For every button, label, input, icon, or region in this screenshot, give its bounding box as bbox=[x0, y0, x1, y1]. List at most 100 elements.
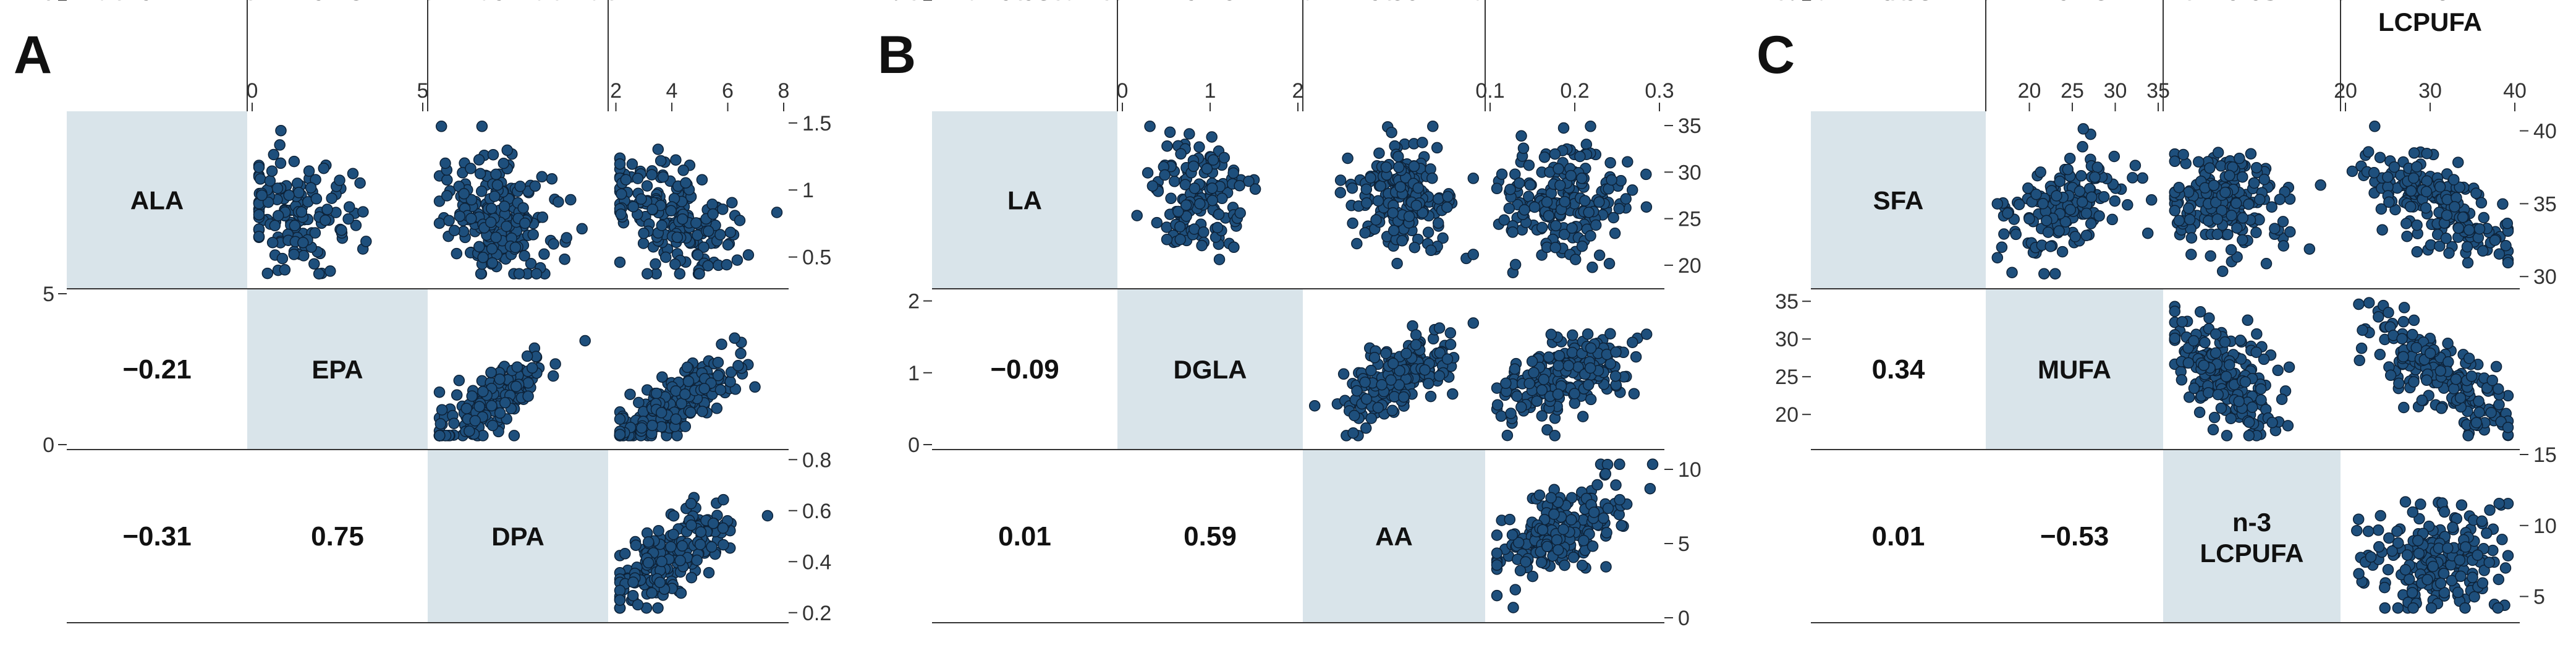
data-point bbox=[1376, 378, 1388, 391]
data-point bbox=[2205, 250, 2216, 262]
data-point bbox=[2077, 141, 2088, 153]
data-point bbox=[2222, 228, 2234, 241]
data-point bbox=[2502, 257, 2514, 269]
data-point bbox=[2383, 307, 2394, 318]
data-point bbox=[454, 210, 466, 222]
tick-label: 5 bbox=[2533, 586, 2545, 609]
data-point bbox=[1579, 195, 1591, 207]
tick-label: 35 bbox=[1101, 0, 1124, 5]
data-point bbox=[1609, 370, 1622, 382]
data-point bbox=[2383, 196, 2395, 208]
data-point bbox=[275, 124, 287, 137]
data-point bbox=[1576, 560, 1588, 571]
data-point bbox=[712, 356, 724, 369]
data-point bbox=[2411, 219, 2423, 231]
data-point bbox=[1523, 190, 1535, 203]
data-point bbox=[1593, 249, 1606, 262]
data-point bbox=[698, 383, 710, 395]
data-point bbox=[441, 174, 453, 186]
data-point bbox=[501, 220, 512, 233]
data-point bbox=[2074, 186, 2086, 197]
data-point bbox=[2412, 534, 2424, 547]
tick-label: 35 bbox=[1775, 290, 1799, 314]
data-point bbox=[627, 589, 639, 602]
data-point bbox=[559, 253, 570, 265]
data-point bbox=[2393, 377, 2405, 390]
data-point bbox=[1365, 364, 1377, 377]
data-point bbox=[2401, 230, 2413, 242]
data-point bbox=[642, 536, 655, 548]
data-point bbox=[253, 231, 265, 242]
data-point bbox=[465, 163, 477, 174]
data-point bbox=[1587, 540, 1599, 552]
tick-label: 2 bbox=[610, 79, 622, 103]
data-point bbox=[1554, 179, 1566, 191]
correlation-label: −0.63 bbox=[1864, 0, 1933, 6]
data-point bbox=[266, 165, 278, 177]
data-point bbox=[464, 425, 475, 437]
data-point bbox=[546, 173, 558, 185]
correlation-label: 0.59 bbox=[1368, 0, 1421, 6]
data-point bbox=[2109, 195, 2121, 207]
data-point bbox=[696, 174, 708, 186]
data-point bbox=[1528, 201, 1541, 213]
data-point bbox=[2468, 591, 2480, 603]
data-point bbox=[2248, 177, 2260, 189]
data-point bbox=[614, 594, 626, 606]
data-point bbox=[1616, 519, 1627, 532]
data-point bbox=[2062, 163, 2074, 176]
data-point bbox=[2404, 201, 2417, 213]
scatter-cell bbox=[253, 124, 372, 280]
data-point bbox=[1527, 570, 1539, 583]
data-point bbox=[706, 541, 718, 553]
data-point bbox=[2398, 401, 2410, 414]
data-point bbox=[2188, 335, 2200, 347]
data-point bbox=[1433, 370, 1446, 382]
correlation-label: 0.01 bbox=[1872, 521, 1925, 552]
diagonal-cell bbox=[1986, 289, 2163, 450]
data-point bbox=[549, 358, 561, 370]
data-point bbox=[283, 189, 295, 202]
data-point bbox=[2362, 525, 2375, 537]
data-point bbox=[509, 241, 522, 254]
data-point bbox=[2399, 496, 2412, 508]
data-point bbox=[1385, 374, 1397, 386]
data-point bbox=[2443, 356, 2454, 368]
correlation-label: 0.03 bbox=[998, 0, 1051, 6]
data-point bbox=[2483, 557, 2495, 568]
tick-label: 0 bbox=[1678, 607, 1690, 630]
diagonal-cell bbox=[67, 111, 247, 289]
data-point bbox=[2392, 602, 2404, 614]
data-point bbox=[318, 162, 330, 174]
tick-label: 0.2 bbox=[891, 0, 920, 5]
data-point bbox=[1410, 339, 1422, 351]
data-point bbox=[2460, 541, 2472, 553]
data-point bbox=[1541, 540, 1553, 553]
data-point bbox=[2064, 203, 2077, 216]
data-point bbox=[1610, 479, 1622, 491]
data-point bbox=[707, 518, 719, 529]
tick-label: 0.5 bbox=[96, 0, 125, 5]
data-point bbox=[342, 213, 354, 225]
data-point bbox=[726, 197, 738, 208]
data-point bbox=[2442, 542, 2454, 554]
scatter-cell bbox=[2353, 297, 2514, 442]
data-point bbox=[517, 202, 529, 214]
data-point bbox=[1606, 174, 1617, 186]
data-point bbox=[2415, 498, 2426, 510]
tick-label: 1 bbox=[1205, 79, 1216, 103]
data-point bbox=[2408, 147, 2420, 159]
data-point bbox=[2185, 232, 2198, 244]
data-point bbox=[2399, 564, 2412, 576]
data-point bbox=[313, 268, 325, 280]
data-point bbox=[2353, 298, 2365, 310]
data-point bbox=[1234, 207, 1246, 219]
data-point bbox=[1498, 214, 1510, 226]
data-point bbox=[289, 220, 301, 232]
data-point bbox=[261, 267, 274, 280]
data-point bbox=[2470, 187, 2482, 199]
data-point bbox=[659, 251, 672, 263]
data-point bbox=[2485, 406, 2497, 419]
data-point bbox=[2500, 239, 2512, 252]
data-point bbox=[2462, 257, 2474, 269]
